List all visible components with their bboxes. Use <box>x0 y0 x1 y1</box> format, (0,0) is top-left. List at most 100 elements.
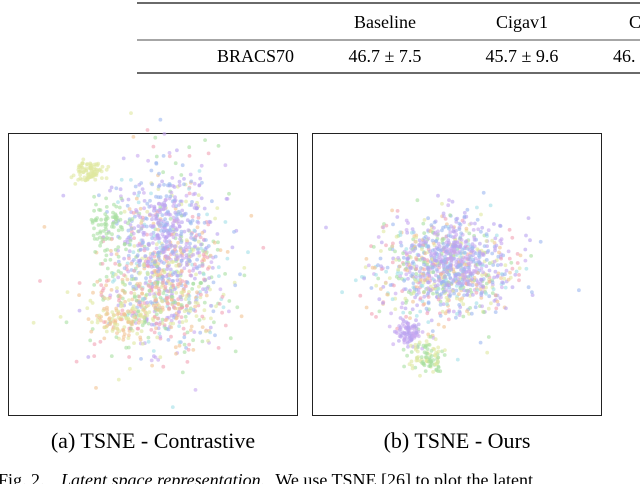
point <box>471 228 476 232</box>
point <box>182 266 187 271</box>
point <box>176 240 181 245</box>
point <box>139 312 143 317</box>
point <box>462 275 466 280</box>
point <box>187 297 191 302</box>
point <box>387 276 392 280</box>
point <box>478 241 482 246</box>
point <box>443 224 448 229</box>
point <box>154 303 159 308</box>
point <box>428 363 433 368</box>
point <box>166 261 171 265</box>
point <box>206 244 211 248</box>
point <box>431 291 435 296</box>
point <box>444 240 449 245</box>
point <box>458 245 462 249</box>
point <box>404 228 409 232</box>
point <box>461 302 466 307</box>
point <box>492 299 497 303</box>
point <box>479 212 483 217</box>
point <box>414 347 418 352</box>
point <box>384 269 388 274</box>
point <box>393 291 398 296</box>
point <box>215 247 220 252</box>
point <box>459 251 463 255</box>
point <box>429 349 434 353</box>
point <box>154 285 159 289</box>
point <box>112 322 117 327</box>
point <box>426 320 431 324</box>
point <box>202 300 207 305</box>
point <box>190 287 195 291</box>
point <box>110 329 115 333</box>
point <box>132 236 137 241</box>
point <box>104 205 109 209</box>
point <box>199 163 204 168</box>
point <box>58 315 63 319</box>
point <box>441 302 446 306</box>
point <box>475 266 479 271</box>
point <box>480 304 484 309</box>
point <box>455 240 460 245</box>
point <box>99 318 103 323</box>
point <box>167 281 172 286</box>
point <box>420 274 425 279</box>
point <box>177 262 182 267</box>
point <box>414 288 419 292</box>
point <box>487 261 492 266</box>
point <box>494 306 499 311</box>
point <box>161 250 166 255</box>
point <box>238 272 242 277</box>
point <box>179 258 184 263</box>
point <box>210 199 214 204</box>
point <box>517 266 522 271</box>
point <box>481 190 486 195</box>
point <box>158 218 163 223</box>
point <box>161 154 166 158</box>
point <box>170 249 175 254</box>
point <box>153 135 158 140</box>
point <box>89 217 94 222</box>
point <box>138 247 143 252</box>
point <box>155 335 160 340</box>
point <box>125 237 130 242</box>
point <box>381 301 385 305</box>
point <box>414 272 419 276</box>
point <box>425 258 430 262</box>
point <box>165 289 170 293</box>
point <box>151 318 156 323</box>
point <box>202 220 207 225</box>
point <box>147 292 152 297</box>
point <box>204 293 209 298</box>
point <box>488 203 493 208</box>
point <box>497 250 501 255</box>
point <box>441 211 446 216</box>
point <box>126 336 131 340</box>
point <box>183 297 188 301</box>
point <box>175 148 179 153</box>
point <box>384 243 388 248</box>
point <box>507 227 512 232</box>
point <box>416 355 421 359</box>
point <box>364 257 369 261</box>
point <box>456 277 460 281</box>
point <box>379 240 384 245</box>
point <box>166 231 171 236</box>
point <box>188 241 192 246</box>
point <box>129 309 134 313</box>
column-header: Baseline <box>354 12 416 32</box>
point <box>366 263 371 268</box>
point <box>195 225 200 230</box>
point <box>216 144 221 148</box>
point <box>401 310 406 315</box>
point <box>174 263 179 268</box>
point <box>223 163 228 168</box>
point <box>130 319 135 324</box>
point <box>425 347 430 351</box>
point <box>233 283 238 288</box>
point <box>127 355 131 359</box>
point <box>475 205 479 210</box>
point <box>146 242 151 247</box>
point <box>152 204 157 209</box>
point <box>379 264 383 269</box>
point <box>467 312 471 316</box>
